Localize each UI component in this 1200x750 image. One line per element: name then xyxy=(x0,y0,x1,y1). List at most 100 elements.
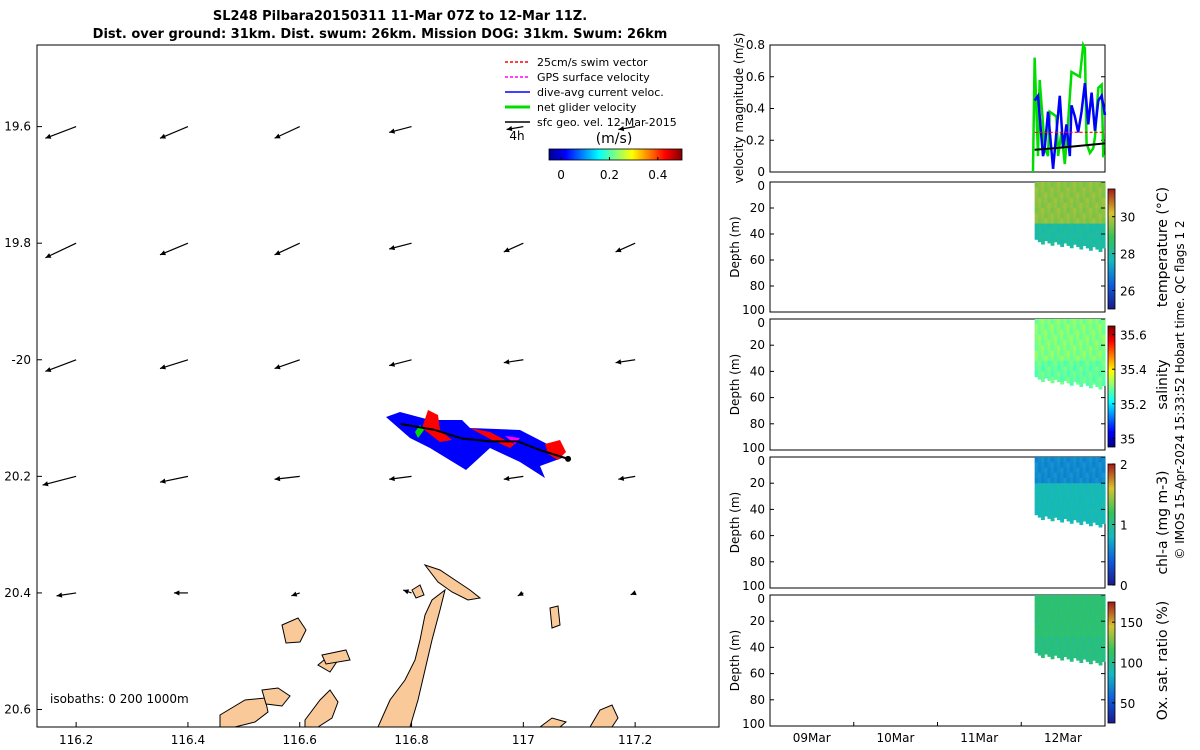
section-cell xyxy=(1085,234,1090,240)
section-cell xyxy=(1041,218,1045,225)
section-cell xyxy=(1076,472,1081,479)
section-cell xyxy=(1066,234,1071,240)
section-cell xyxy=(1092,319,1097,325)
section-cell xyxy=(1034,498,1039,505)
geo-velocity-vectors xyxy=(42,126,637,598)
section-cell xyxy=(1098,652,1103,659)
section-cell xyxy=(1047,504,1052,510)
section-cell xyxy=(1050,182,1055,188)
section-cell xyxy=(1073,192,1077,199)
section-cell xyxy=(1044,208,1049,214)
section-cell xyxy=(1098,376,1103,383)
section-cell xyxy=(1092,381,1097,385)
section-cell xyxy=(1098,239,1103,245)
section-cell xyxy=(1098,483,1103,490)
section-cell xyxy=(1092,621,1097,628)
section-cell xyxy=(1050,610,1055,617)
section-cell xyxy=(1069,605,1074,612)
section-cell xyxy=(1098,647,1103,654)
section-cell xyxy=(1034,234,1039,240)
section-cell xyxy=(1079,239,1084,245)
section-cell xyxy=(1073,621,1077,628)
section-cell xyxy=(1066,462,1071,469)
section-cell xyxy=(1041,197,1045,204)
section-cell xyxy=(1085,339,1090,346)
section-cell xyxy=(1095,339,1100,346)
section-cell xyxy=(1037,642,1042,648)
legend-net: net glider velocity xyxy=(537,101,637,114)
section-cell xyxy=(1082,610,1087,617)
section-cell xyxy=(1101,626,1106,633)
section-cell xyxy=(1089,514,1093,521)
section-cell xyxy=(1047,187,1052,193)
section-cell xyxy=(1092,324,1097,331)
section-cell xyxy=(1079,636,1084,643)
section-cell xyxy=(1034,329,1039,336)
section-cell xyxy=(1095,493,1100,500)
section-cell xyxy=(1041,626,1045,633)
section-cell xyxy=(1085,605,1090,612)
section-cell xyxy=(1076,228,1081,235)
section-cell xyxy=(1089,615,1093,622)
section-cell xyxy=(1089,519,1093,526)
section-cell xyxy=(1037,493,1042,500)
map-legend: 25cm/s swim vector GPS surface velocity … xyxy=(505,56,677,143)
section-cell xyxy=(1050,197,1055,204)
section-cell xyxy=(1066,223,1071,230)
section-cell xyxy=(1063,615,1068,622)
section-cell xyxy=(1050,350,1055,357)
section-cell xyxy=(1060,244,1065,248)
section-cell xyxy=(1098,657,1103,664)
section-cell xyxy=(1041,509,1045,516)
section-cell xyxy=(1063,234,1068,240)
section-cell xyxy=(1089,244,1093,251)
section-cell xyxy=(1041,360,1045,367)
section-cell xyxy=(1060,605,1065,612)
section-cell xyxy=(1092,234,1097,240)
velocity-ytick-label: 0.2 xyxy=(746,133,765,147)
section-cell xyxy=(1063,621,1068,628)
section-cell xyxy=(1101,360,1106,367)
section-cell xyxy=(1076,213,1081,219)
section-cell xyxy=(1057,652,1061,659)
map-xtick-label: 116.6 xyxy=(283,733,317,747)
section-ytick-label: 60 xyxy=(750,253,765,267)
section-cell xyxy=(1101,467,1106,474)
section-cell xyxy=(1101,371,1106,378)
section-cell xyxy=(1057,329,1061,336)
section-cell xyxy=(1057,208,1061,214)
section-colorbar-tick-label: 35.6 xyxy=(1120,329,1147,343)
section-cell xyxy=(1057,477,1061,484)
section-cell xyxy=(1053,329,1058,336)
section-cell xyxy=(1057,504,1061,510)
section-cell xyxy=(1053,339,1058,346)
section-cell xyxy=(1050,647,1055,654)
section-cell xyxy=(1063,360,1068,367)
section-cell xyxy=(1060,610,1065,617)
section-ytick-label: 100 xyxy=(742,303,765,317)
section-cell xyxy=(1082,334,1087,341)
section-cell xyxy=(1092,457,1097,463)
section-cell xyxy=(1085,652,1090,659)
section-cell xyxy=(1085,371,1090,378)
section-cell xyxy=(1060,324,1065,331)
section-cell xyxy=(1069,457,1074,463)
section-cell xyxy=(1050,514,1055,521)
section-cell xyxy=(1079,319,1084,325)
section-cell xyxy=(1069,519,1074,524)
section-cell xyxy=(1092,360,1097,367)
section-cell xyxy=(1082,182,1087,188)
section-cell xyxy=(1044,197,1049,204)
velocity-panel: 0 0.2 0.4 0.6 0.8 velocity magnitude (m/s) xyxy=(732,33,1107,183)
section-colorbar-tick-label: 26 xyxy=(1120,285,1135,299)
section-cell xyxy=(1063,202,1068,209)
section-cell xyxy=(1098,605,1103,612)
section-cell xyxy=(1037,334,1042,341)
section-cell xyxy=(1089,371,1093,378)
section-cell xyxy=(1095,197,1100,204)
section-cell xyxy=(1098,319,1103,325)
section-cell xyxy=(1066,467,1071,474)
section-ytick-label: 60 xyxy=(750,667,765,681)
section-cell xyxy=(1089,657,1093,664)
section-cell xyxy=(1085,381,1090,386)
